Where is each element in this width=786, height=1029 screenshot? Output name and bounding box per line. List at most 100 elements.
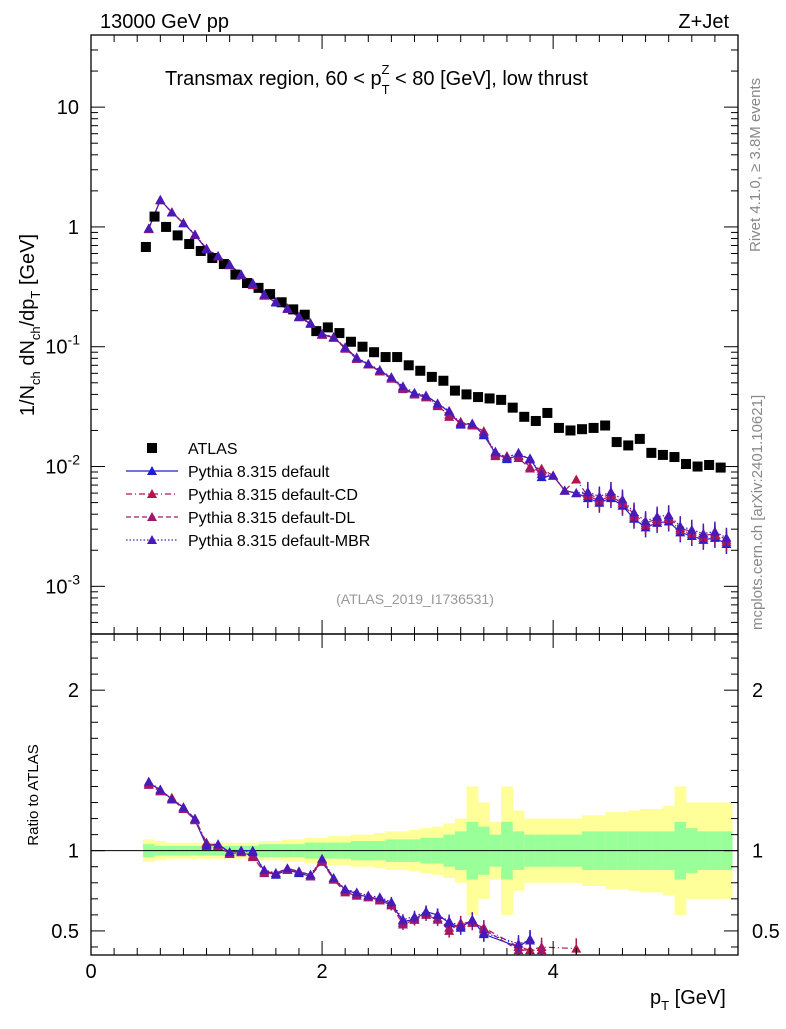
mc-point-main — [363, 358, 374, 368]
mc-point-main — [467, 418, 478, 428]
y-tick-label: 10-2 — [45, 452, 80, 479]
mc-point-main — [270, 296, 281, 306]
mc-point-main — [213, 250, 224, 260]
ratio-tick-label-left: 2 — [68, 680, 79, 702]
atlas-point — [634, 433, 645, 444]
energy-label: 13000 GeV pp — [100, 11, 229, 33]
atlas-point — [311, 326, 322, 337]
atlas-point — [334, 328, 345, 339]
mc-point-ratio — [143, 776, 154, 786]
x-axis-label: pT [GeV] — [650, 987, 726, 1013]
atlas-point — [184, 239, 195, 250]
y-axis-label: 1/Nch dNch/dpT [GeV] — [17, 234, 43, 416]
mc-point-main — [490, 446, 501, 456]
mc-point-ratio — [178, 802, 189, 812]
axes — [90, 34, 739, 956]
atlas-point — [507, 402, 518, 413]
mc-point-main — [571, 474, 582, 484]
y-tick-label: 10-3 — [45, 571, 80, 598]
atlas-point — [704, 459, 715, 470]
legend-marker — [147, 512, 157, 521]
atlas-point — [611, 437, 622, 448]
atlas-point — [692, 461, 703, 472]
mc-point-main — [317, 328, 328, 338]
atlas-point — [496, 394, 507, 405]
atlas-point — [207, 253, 218, 264]
mc-point-main — [386, 372, 397, 382]
mc-point-ratio — [224, 847, 235, 857]
atlas-point — [415, 365, 426, 376]
mc-point-main — [409, 387, 420, 397]
ratio-tick-label-left: 0.5 — [51, 921, 79, 943]
atlas-point — [276, 297, 287, 308]
mc-point-main — [374, 365, 385, 375]
atlas-point — [681, 458, 692, 469]
atlas-point — [140, 241, 151, 252]
mc-point-ratio — [189, 813, 200, 823]
mc-point-main — [513, 453, 524, 463]
mc-point-main — [247, 278, 258, 288]
atlas-point — [461, 389, 472, 400]
mc-point-main — [282, 303, 293, 313]
x-tick-label: 4 — [548, 961, 559, 983]
ratio-tick-label-right: 2 — [752, 680, 763, 702]
atlas-point — [588, 422, 599, 433]
atlas-point — [623, 440, 634, 451]
mc-point-ratio — [351, 887, 362, 897]
atlas-point — [646, 447, 657, 458]
mc-point-ratio — [166, 794, 177, 804]
mc-point-ratio — [155, 784, 166, 794]
mc-point-ratio — [213, 839, 224, 849]
atlas-point — [542, 407, 553, 418]
atlas-point — [553, 422, 564, 433]
mc-point-ratio — [270, 868, 281, 878]
mc-point-main — [340, 342, 351, 352]
mc-point-main — [444, 405, 455, 415]
mc-point-main — [513, 447, 524, 457]
atlas-point — [265, 289, 276, 300]
mc-point-main — [351, 352, 362, 362]
mcplots-label: mcplots.cern.ch [arXiv:2401.10621] — [749, 395, 766, 630]
mc-point-main — [525, 454, 536, 464]
legend-marker — [147, 535, 157, 544]
atlas-point — [253, 282, 264, 293]
mc-point-main — [328, 332, 339, 342]
atlas-point — [288, 304, 299, 315]
mc-point-main — [536, 469, 547, 479]
mc-point-main — [143, 223, 154, 233]
mc-point-main — [178, 217, 189, 227]
mc-point-main — [559, 485, 570, 495]
x-tick-label: 0 — [85, 961, 96, 983]
mc-point-main — [455, 418, 466, 428]
atlas-point — [473, 392, 484, 403]
mc-point-ratio — [374, 892, 385, 902]
mc-point-ratio — [236, 845, 247, 855]
ratio-tick-label-right: 0.5 — [752, 921, 780, 943]
y-tick-label: 10-1 — [45, 332, 80, 359]
chart-title: Transmax region, 60 < pTZ < 80 [GeV], lo… — [165, 62, 588, 97]
atlas-point — [322, 322, 333, 333]
process-label: Z+Jet — [678, 11, 729, 33]
atlas-point — [449, 385, 460, 396]
atlas-point — [657, 449, 668, 460]
mc-point-main — [478, 429, 489, 439]
mc-point-main — [189, 229, 200, 239]
mc-point-ratio — [282, 863, 293, 873]
mc-point-main — [201, 243, 212, 253]
legend-marker — [147, 489, 157, 498]
atlas-point — [357, 341, 368, 352]
atlas-point — [149, 211, 160, 222]
atlas-point — [299, 309, 310, 320]
x-tick-label: 2 — [317, 961, 328, 983]
mc-point-ratio — [305, 869, 316, 879]
atlas-point — [172, 230, 183, 241]
mc-point-ratio — [340, 884, 351, 894]
legend-label: Pythia 8.315 default — [188, 464, 330, 481]
mc-point-ratio — [247, 847, 258, 857]
atlas-point — [577, 424, 588, 435]
mc-point-ratio — [259, 864, 270, 874]
y-tick-label: 10 — [57, 97, 79, 119]
atlas-point — [195, 245, 206, 256]
mc-point-main — [166, 207, 177, 217]
